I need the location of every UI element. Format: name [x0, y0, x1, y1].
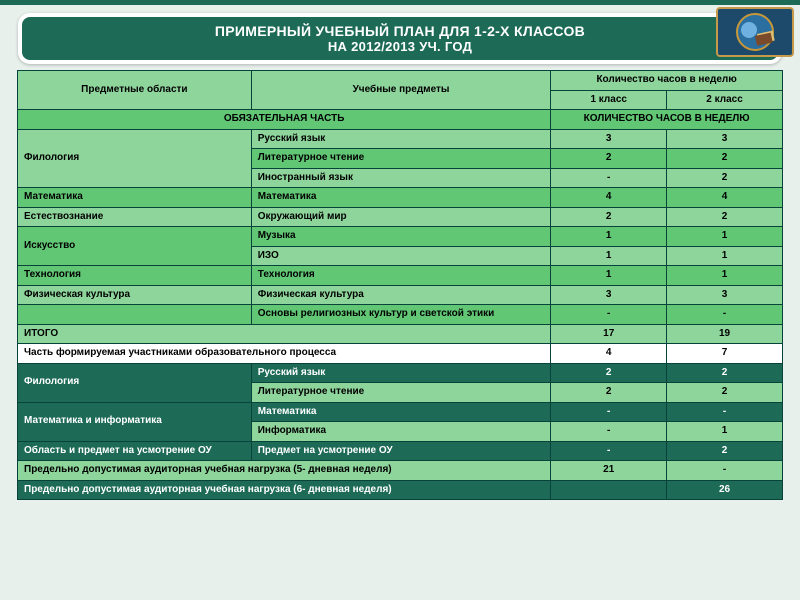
- limit-6day-label: Предельно допустимая аудиторная учебная …: [18, 480, 551, 500]
- hours-g1: 3: [551, 129, 667, 149]
- col-grade1: 1 класс: [551, 90, 667, 110]
- section-elective-g1: 4: [551, 344, 667, 364]
- hours-g2: 2: [667, 149, 783, 169]
- area-ethics: [18, 305, 252, 325]
- hours-g2: -: [667, 305, 783, 325]
- hours-g1: 2: [551, 383, 667, 403]
- subject: Русский язык: [251, 129, 551, 149]
- table-row: Область и предмет на усмотрение ОУ Предм…: [18, 441, 783, 461]
- hours-g1: 2: [551, 149, 667, 169]
- hours-g1: 1: [551, 246, 667, 266]
- title-line-1: ПРИМЕРНЫЙ УЧЕБНЫЙ ПЛАН ДЛЯ 1-2-Х КЛАССОВ: [32, 23, 768, 39]
- department-logo: [716, 7, 794, 57]
- subject: Окружающий мир: [251, 207, 551, 227]
- col-grade2: 2 класс: [667, 90, 783, 110]
- section-elective-label: Часть формируемая участниками образовате…: [18, 344, 551, 364]
- totals-g1: 17: [551, 324, 667, 344]
- limit-6day-g2: 26: [667, 480, 783, 500]
- hours-g2: 2: [667, 168, 783, 188]
- limit-5day-label: Предельно допустимая аудиторная учебная …: [18, 461, 551, 481]
- section-mandatory-right: КОЛИЧЕСТВО ЧАСОВ В НЕДЕЛЮ: [551, 110, 783, 130]
- header-row: Предметные области Учебные предметы Коли…: [18, 71, 783, 91]
- subject: Предмет на усмотрение ОУ: [251, 441, 551, 461]
- hours-g2: 2: [667, 363, 783, 383]
- section-elective: Часть формируемая участниками образовате…: [18, 344, 783, 364]
- limit-6day-g1: [551, 480, 667, 500]
- totals-label: ИТОГО: [18, 324, 551, 344]
- area-mathinfo: Математика и информатика: [18, 402, 252, 441]
- curriculum-table: Предметные области Учебные предметы Коли…: [17, 70, 783, 500]
- section-elective-g2: 7: [667, 344, 783, 364]
- totals-g2: 19: [667, 324, 783, 344]
- hours-g2: 4: [667, 188, 783, 208]
- area-philology: Филология: [18, 129, 252, 188]
- area-math: Математика: [18, 188, 252, 208]
- hours-g1: -: [551, 422, 667, 442]
- area-other: Область и предмет на усмотрение ОУ: [18, 441, 252, 461]
- hours-g2: 1: [667, 266, 783, 286]
- subject: Технология: [251, 266, 551, 286]
- hours-g2: 3: [667, 129, 783, 149]
- limit-5day-g1: 21: [551, 461, 667, 481]
- hours-g2: 1: [667, 227, 783, 247]
- table-row: Технология Технология 1 1: [18, 266, 783, 286]
- subject: Математика: [251, 402, 551, 422]
- hours-g1: -: [551, 168, 667, 188]
- hours-g1: -: [551, 305, 667, 325]
- subject: Музыка: [251, 227, 551, 247]
- section-mandatory-left: ОБЯЗАТЕЛЬНАЯ ЧАСТЬ: [18, 110, 551, 130]
- curriculum-slide: ПРИМЕРНЫЙ УЧЕБНЫЙ ПЛАН ДЛЯ 1-2-Х КЛАССОВ…: [0, 0, 800, 600]
- table-row: Физическая культура Физическая культура …: [18, 285, 783, 305]
- hours-g1: 1: [551, 266, 667, 286]
- limit-6day: Предельно допустимая аудиторная учебная …: [18, 480, 783, 500]
- hours-g2: 1: [667, 422, 783, 442]
- subject: Литературное чтение: [251, 383, 551, 403]
- table-row: Естествознание Окружающий мир 2 2: [18, 207, 783, 227]
- col-area: Предметные области: [18, 71, 252, 110]
- hours-g1: 1: [551, 227, 667, 247]
- subject: ИЗО: [251, 246, 551, 266]
- hours-g2: 1: [667, 246, 783, 266]
- col-subject: Учебные предметы: [251, 71, 551, 110]
- title-bar: ПРИМЕРНЫЙ УЧЕБНЫЙ ПЛАН ДЛЯ 1-2-Х КЛАССОВ…: [18, 13, 782, 64]
- subject: Математика: [251, 188, 551, 208]
- hours-g1: -: [551, 402, 667, 422]
- hours-g2: 3: [667, 285, 783, 305]
- hours-g2: -: [667, 402, 783, 422]
- hours-g1: 2: [551, 207, 667, 227]
- hours-g1: 3: [551, 285, 667, 305]
- hours-g2: 2: [667, 441, 783, 461]
- area-tech: Технология: [18, 266, 252, 286]
- hours-g1: 4: [551, 188, 667, 208]
- area-pe: Физическая культура: [18, 285, 252, 305]
- title-line-2: НА 2012/2013 УЧ. ГОД: [32, 39, 768, 54]
- totals-row: ИТОГО 17 19: [18, 324, 783, 344]
- table-row: Филология Русский язык 3 3: [18, 129, 783, 149]
- table-row: Основы религиозных культур и светской эт…: [18, 305, 783, 325]
- hours-g2: 2: [667, 207, 783, 227]
- hours-g2: 2: [667, 383, 783, 403]
- hours-g1: 2: [551, 363, 667, 383]
- col-hours: Количество часов в неделю: [551, 71, 783, 91]
- table-row: Филология Русский язык 2 2: [18, 363, 783, 383]
- limit-5day-g2: -: [667, 461, 783, 481]
- subject: Физическая культура: [251, 285, 551, 305]
- subject: Литературное чтение: [251, 149, 551, 169]
- subject: Информатика: [251, 422, 551, 442]
- hours-g1: -: [551, 441, 667, 461]
- table-row: Математика Математика 4 4: [18, 188, 783, 208]
- subject: Иностранный язык: [251, 168, 551, 188]
- area-philology-2: Филология: [18, 363, 252, 402]
- table-row: Искусство Музыка 1 1: [18, 227, 783, 247]
- limit-5day: Предельно допустимая аудиторная учебная …: [18, 461, 783, 481]
- subject: Основы религиозных культур и светской эт…: [251, 305, 551, 325]
- area-art: Искусство: [18, 227, 252, 266]
- subject: Русский язык: [251, 363, 551, 383]
- section-mandatory: ОБЯЗАТЕЛЬНАЯ ЧАСТЬ КОЛИЧЕСТВО ЧАСОВ В НЕ…: [18, 110, 783, 130]
- table-row: Математика и информатика Математика - -: [18, 402, 783, 422]
- area-nature: Естествознание: [18, 207, 252, 227]
